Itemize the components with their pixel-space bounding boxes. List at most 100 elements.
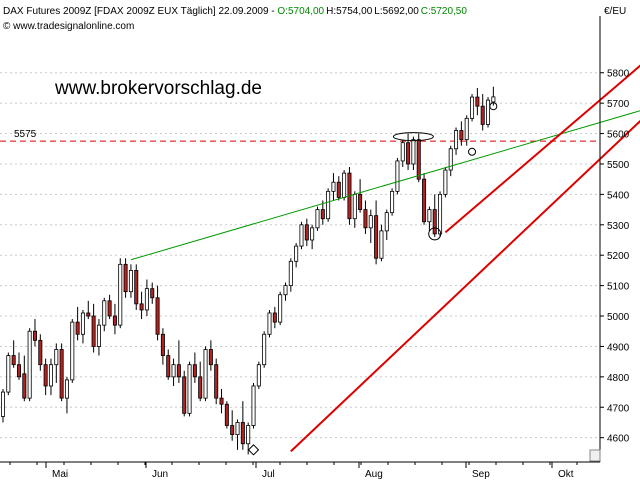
axis-layer: 4600 4700 4800 4900 5000 5100 5200 5300 5400 5500… xyxy=(0,16,630,480)
candle-body xyxy=(176,364,181,378)
trend-layer xyxy=(130,64,640,453)
candle-body xyxy=(342,172,347,198)
candle-body xyxy=(134,270,139,305)
y-tick-label: 5300 xyxy=(607,221,630,232)
candle-body xyxy=(406,142,411,165)
candle-body xyxy=(352,193,357,220)
candle-body xyxy=(96,324,101,347)
candle-body xyxy=(118,263,123,326)
candle-body xyxy=(144,288,149,311)
candle-body xyxy=(11,355,16,366)
trendline-green-resistance xyxy=(130,110,640,261)
candle-body xyxy=(464,117,469,141)
candle-body xyxy=(283,285,288,296)
trendline-red-support-2 xyxy=(444,64,640,234)
x-tick-label: Mai xyxy=(52,469,68,480)
y-tick-label: 5800 xyxy=(607,69,630,80)
touch-circle-marker xyxy=(468,147,477,156)
candle-body xyxy=(16,364,21,378)
y-tick-label: 5200 xyxy=(607,251,630,262)
header-close: C:5720,50 xyxy=(421,6,468,17)
touch-circle-marker xyxy=(489,102,498,111)
candle-body xyxy=(219,397,224,405)
y-tick-label: 5500 xyxy=(607,160,630,171)
candle-body xyxy=(288,260,293,287)
candle-body xyxy=(363,209,368,229)
candle-body xyxy=(278,294,283,323)
candle-body xyxy=(267,312,272,335)
level-label: 5575 xyxy=(14,129,37,140)
candle-body xyxy=(107,300,112,317)
candle-body xyxy=(432,209,437,235)
header-high: H:5754,00 xyxy=(326,6,373,17)
candle-body xyxy=(187,364,192,414)
candle-body xyxy=(470,96,475,119)
candle-body xyxy=(379,230,384,259)
candle-body xyxy=(208,349,213,366)
candle-body xyxy=(166,355,171,378)
header-open: O:5704,00 xyxy=(277,6,324,17)
candle-body xyxy=(400,142,405,162)
candle-body xyxy=(70,321,75,381)
candle-body xyxy=(48,364,53,387)
low-diamond-marker xyxy=(247,444,260,456)
candle-body xyxy=(112,315,117,326)
candle-body xyxy=(448,148,453,171)
candle-body xyxy=(374,215,379,259)
candle-body xyxy=(422,178,427,223)
candle-body xyxy=(198,376,203,399)
candle-body xyxy=(54,349,59,366)
candle-layer xyxy=(0,86,496,455)
candle-body xyxy=(102,300,107,326)
candle-body xyxy=(395,160,400,192)
candle-body xyxy=(486,99,491,125)
candle-body xyxy=(150,288,155,299)
candle-body xyxy=(128,270,133,293)
y-tick-label: 5100 xyxy=(607,282,630,293)
chart-header: DAX Futures 2009Z [FDAX 2009Z EUX Täglic… xyxy=(3,6,467,17)
candle-body xyxy=(32,330,37,341)
header-title: DAX Futures 2009Z [FDAX 2009Z EUX Täglic… xyxy=(3,6,277,17)
y-tick-label: 4800 xyxy=(607,373,630,384)
candle-body xyxy=(336,181,341,198)
candle-body xyxy=(64,379,69,399)
candle-body xyxy=(272,312,277,323)
candle-body xyxy=(171,364,176,378)
candle-body xyxy=(454,130,459,150)
candle-body xyxy=(427,209,432,223)
candle-body xyxy=(475,96,480,107)
level-layer: 5575 xyxy=(0,129,600,142)
candle-body xyxy=(331,181,336,192)
candle-body xyxy=(326,190,331,220)
candle-body xyxy=(43,364,48,387)
candle-body xyxy=(240,422,245,445)
candle-body xyxy=(123,263,128,293)
y-tick-label: 5600 xyxy=(607,130,630,141)
candle-body xyxy=(416,139,421,180)
x-tick-label: Aug xyxy=(365,469,383,480)
touch-circle-marker xyxy=(428,227,442,241)
y-tick-label: 4600 xyxy=(607,434,630,445)
candle-body xyxy=(299,224,304,247)
candle-body xyxy=(480,105,485,125)
candle-body xyxy=(86,312,91,317)
candle-body xyxy=(235,422,240,436)
candle-body xyxy=(358,193,363,210)
candle-body xyxy=(390,190,395,214)
candle-body xyxy=(75,321,80,335)
candle-body xyxy=(80,312,85,335)
candle-body xyxy=(59,349,64,399)
candle-body xyxy=(491,96,496,103)
candle-body xyxy=(251,385,256,426)
grid-layer xyxy=(0,72,600,439)
currency-label: €/EU xyxy=(604,6,626,17)
candle-body xyxy=(27,330,32,399)
watermark-text: www.brokervorschlag.de xyxy=(54,78,262,99)
y-tick-label: 5700 xyxy=(607,99,630,110)
x-tick-label: Jun xyxy=(152,469,168,480)
candle-body xyxy=(91,315,96,347)
candle-body xyxy=(224,403,229,426)
candle-body xyxy=(304,224,309,241)
